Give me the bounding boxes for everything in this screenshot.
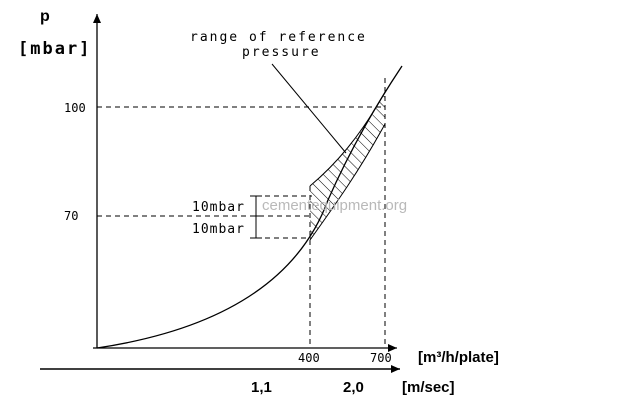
- x-tick-label: 400: [298, 351, 320, 365]
- y-tick-label: 100: [64, 101, 86, 115]
- reference-pressure-band: [310, 92, 385, 240]
- range-annotation-line2: pressure: [242, 45, 321, 60]
- band-lower-label: 10mbar: [192, 222, 245, 237]
- x-tick-label: 700: [370, 351, 392, 365]
- x-axis-unit: [m³/h/plate]: [418, 349, 499, 366]
- y-axis-symbol: p: [40, 8, 50, 25]
- velocity-tick-label: 1,1: [251, 379, 272, 396]
- pressure-curve: [96, 65, 403, 349]
- range-annotation-line1: range of reference: [190, 30, 367, 45]
- band-upper-label: 10mbar: [192, 200, 245, 215]
- range-leader-line: [271, 63, 347, 154]
- watermark-text: cementequipment.org: [262, 197, 407, 214]
- velocity-tick-label: 2,0: [343, 379, 364, 396]
- band-lower-curve: [309, 123, 386, 241]
- y-axis-unit: [mbar]: [18, 39, 91, 59]
- y-tick-label: 70: [64, 209, 78, 223]
- velocity-axis-unit: [m/sec]: [402, 379, 455, 396]
